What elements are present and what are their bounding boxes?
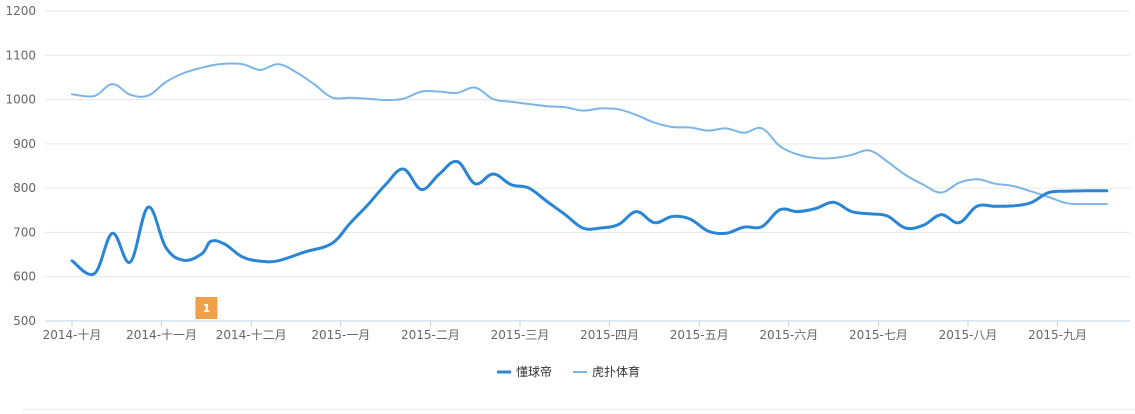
y-tick-label: 1000 [5, 93, 36, 107]
x-tick-label: 2015-三月 [491, 328, 550, 342]
x-tick-label: 2014-十月 [43, 328, 102, 342]
footer-divider [22, 409, 1135, 410]
flag-marker-label[interactable]: 1 [203, 302, 211, 315]
y-tick-label: 900 [13, 137, 36, 151]
y-tick-label: 800 [13, 181, 36, 195]
y-tick-label: 600 [13, 270, 36, 284]
y-tick-label: 700 [13, 225, 36, 239]
y-axis-ticks: 1200 1100 1000 900 800 700 600 500 [5, 4, 36, 328]
x-tick-label: 2015-五月 [670, 328, 729, 342]
y-tick-label: 1100 [5, 48, 36, 62]
legend[interactable]: 懂球帝 虎扑体育 [497, 364, 640, 379]
y-tick-label: 500 [13, 314, 36, 328]
x-tick-label: 2014-十二月 [216, 328, 287, 342]
x-tick-label: 2015-九月 [1028, 328, 1087, 342]
legend-label-0[interactable]: 懂球帝 [516, 364, 552, 379]
x-tick-label: 2015-六月 [759, 328, 818, 342]
legend-label-1[interactable]: 虎扑体育 [592, 364, 640, 379]
markers[interactable]: 1 [195, 297, 218, 319]
y-tick-label: 1200 [5, 4, 36, 18]
grid-lines [45, 10, 1130, 278]
x-tick-label: 2014-十一月 [126, 328, 197, 342]
series-line-0 [70, 159, 1109, 277]
flag-marker[interactable] [195, 297, 218, 319]
series-line-1 [71, 62, 1108, 206]
x-tick-label: 2015-一月 [311, 328, 370, 342]
x-tick-label: 2015-二月 [401, 328, 460, 342]
x-tick-label: 2015-八月 [939, 328, 998, 342]
x-tick-label: 2015-四月 [580, 328, 639, 342]
x-axis: 2014-十月 2014-十一月 2014-十二月 2015-一月 2015-二月 201… [43, 320, 1130, 342]
x-tick-label: 2015-七月 [849, 328, 908, 342]
series-lines [70, 62, 1109, 277]
